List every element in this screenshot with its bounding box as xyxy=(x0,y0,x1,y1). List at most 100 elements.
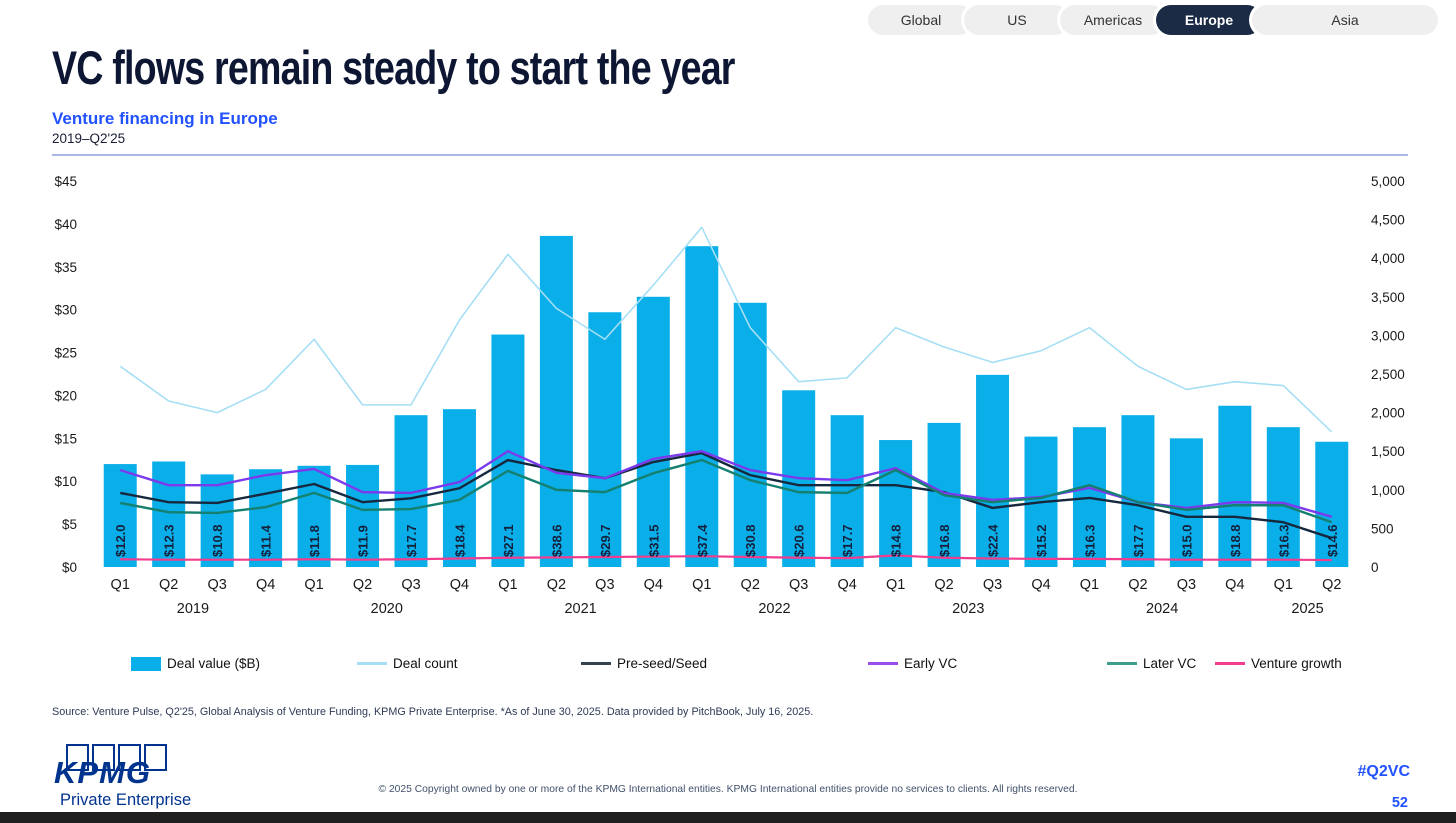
bar-value-label: $29.7 xyxy=(598,524,613,557)
bar-value-label: $14.6 xyxy=(1325,524,1340,557)
header-divider xyxy=(52,154,1408,156)
bar-value-label: $16.3 xyxy=(1276,524,1291,557)
bar-value-label: $18.4 xyxy=(452,524,467,557)
right-axis-tick: 2,000 xyxy=(1371,406,1405,421)
legend-label: Later VC xyxy=(1143,656,1197,671)
bar-value-label: $16.3 xyxy=(1082,524,1097,557)
bar-value-label: $11.9 xyxy=(356,525,371,557)
bar xyxy=(733,302,767,567)
copyright-note: © 2025 Copyright owned by one or more of… xyxy=(378,784,1078,795)
kpmg-logo-subtext: Private Enterprise xyxy=(60,791,192,809)
bar-value-label: $12.3 xyxy=(162,524,177,557)
bar-value-label: $17.7 xyxy=(404,524,419,557)
x-axis-quarter-label: Q4 xyxy=(256,577,275,593)
x-axis-quarter-label: Q3 xyxy=(1177,577,1196,593)
x-axis-quarter-label: Q2 xyxy=(1322,577,1341,593)
left-axis-tick: $40 xyxy=(54,217,77,232)
bottom-bar xyxy=(0,812,1456,823)
x-axis-quarter-label: Q1 xyxy=(498,577,517,593)
x-axis-quarter-label: Q4 xyxy=(837,577,856,593)
right-axis-tick: 3,500 xyxy=(1371,290,1405,305)
x-axis-quarter-label: Q1 xyxy=(111,577,130,593)
legend-label: Venture growth xyxy=(1251,656,1342,671)
source-note: Source: Venture Pulse, Q2'25, Global Ana… xyxy=(52,706,814,718)
bar-value-label: $10.8 xyxy=(210,524,225,557)
legend-item-venture-growth: Venture growth xyxy=(1215,656,1342,671)
vc-financing-chart: $45 $40 $35 $30 $25 $20 $15 $10 $5 $0 5,000 4,500 4,… xyxy=(54,174,1405,617)
x-axis-quarter-label: Q3 xyxy=(401,577,420,593)
bar xyxy=(1218,405,1252,567)
bar-value-label: $22.4 xyxy=(986,524,1001,557)
x-axis-year-label: 2025 xyxy=(1291,601,1323,617)
x-axis-quarter-label: Q2 xyxy=(934,577,953,593)
bar xyxy=(297,465,331,567)
x-axis-year-label: 2023 xyxy=(952,601,984,617)
left-axis-tick: $30 xyxy=(54,303,77,318)
right-axis-tick: 2,500 xyxy=(1371,367,1405,382)
bar-value-label: $15.2 xyxy=(1034,524,1049,557)
bar xyxy=(539,235,573,568)
tab-americas[interactable]: Americas xyxy=(1060,5,1166,35)
x-axis-quarter-label: Q3 xyxy=(595,577,614,593)
bar xyxy=(685,246,719,568)
right-axis-tick: 4,000 xyxy=(1371,251,1405,266)
legend-item-deal-count: Deal count xyxy=(357,656,458,671)
legend-item-early-vc: Early VC xyxy=(868,656,957,671)
bar xyxy=(879,440,913,567)
x-axis-quarter-label: Q4 xyxy=(1225,577,1244,593)
legend-item-preseed: Pre-seed/Seed xyxy=(581,656,707,671)
x-axis-quarter-label: Q2 xyxy=(1128,577,1147,593)
bar-value-label: $16.8 xyxy=(937,524,952,557)
bar xyxy=(1169,438,1203,567)
left-axis-tick: $25 xyxy=(54,346,77,361)
tab-europe[interactable]: Europe xyxy=(1156,5,1262,35)
right-axis-tick: 4,500 xyxy=(1371,213,1405,228)
series-line-venture-growth xyxy=(120,554,1332,562)
bar-value-label: $31.5 xyxy=(646,524,661,557)
x-axis-quarter-label: Q2 xyxy=(741,577,760,593)
chart-period: 2019–Q2'25 xyxy=(52,131,126,146)
bar xyxy=(1315,441,1349,567)
bar-value-label: $38.6 xyxy=(549,524,564,557)
bar-value-label: $18.8 xyxy=(1228,524,1243,557)
x-axis-quarter-label: Q3 xyxy=(207,577,226,593)
right-axis-tick: 1,500 xyxy=(1371,444,1405,459)
bar-value-label: $12.0 xyxy=(113,524,128,557)
series-line-pre-seed-seed xyxy=(120,451,1333,540)
deal-count-swatch xyxy=(357,662,387,665)
kpmg-logo-squares-icon xyxy=(66,744,191,771)
left-axis-tick: $20 xyxy=(54,388,77,403)
x-axis-quarter-label: Q2 xyxy=(353,577,372,593)
early-vc-swatch xyxy=(868,662,898,665)
bar xyxy=(1121,415,1155,567)
bar-value-label: $17.7 xyxy=(840,524,855,557)
legend-item-deal-value: Deal value ($B) xyxy=(131,656,260,671)
tab-global[interactable]: Global xyxy=(868,5,974,35)
chart-legend: Deal value ($B) Deal count Pre-seed/Seed… xyxy=(0,656,1456,678)
x-axis-quarter-label: Q4 xyxy=(1031,577,1050,593)
bar xyxy=(346,464,380,567)
left-axis-tick: $15 xyxy=(54,431,77,446)
bar-value-label: $11.4 xyxy=(259,524,274,557)
x-axis-quarter-label: Q1 xyxy=(1080,577,1099,593)
tab-us[interactable]: US xyxy=(964,5,1070,35)
x-axis-quarter-label: Q2 xyxy=(159,577,178,593)
x-axis-quarter-label: Q1 xyxy=(1274,577,1293,593)
bar xyxy=(636,296,670,567)
bar-value-label: $14.8 xyxy=(889,524,904,557)
right-axis-tick: 0 xyxy=(1371,560,1379,575)
right-axis-tick: 3,000 xyxy=(1371,328,1405,343)
bar xyxy=(830,415,864,567)
left-axis-tick: $10 xyxy=(54,474,77,489)
bar xyxy=(152,461,186,567)
right-axis-tick: 5,000 xyxy=(1371,174,1405,189)
left-axis-tick: $45 xyxy=(54,174,77,189)
x-axis-year-label: 2021 xyxy=(564,601,596,617)
left-axis-tick: $5 xyxy=(62,517,77,532)
legend-label: Pre-seed/Seed xyxy=(617,656,708,671)
legend-label: Early VC xyxy=(904,656,958,671)
tab-asia[interactable]: Asia xyxy=(1252,5,1438,35)
bar xyxy=(249,469,283,567)
bar-value-label: $15.0 xyxy=(1179,524,1194,557)
deal-value-swatch xyxy=(131,656,161,671)
